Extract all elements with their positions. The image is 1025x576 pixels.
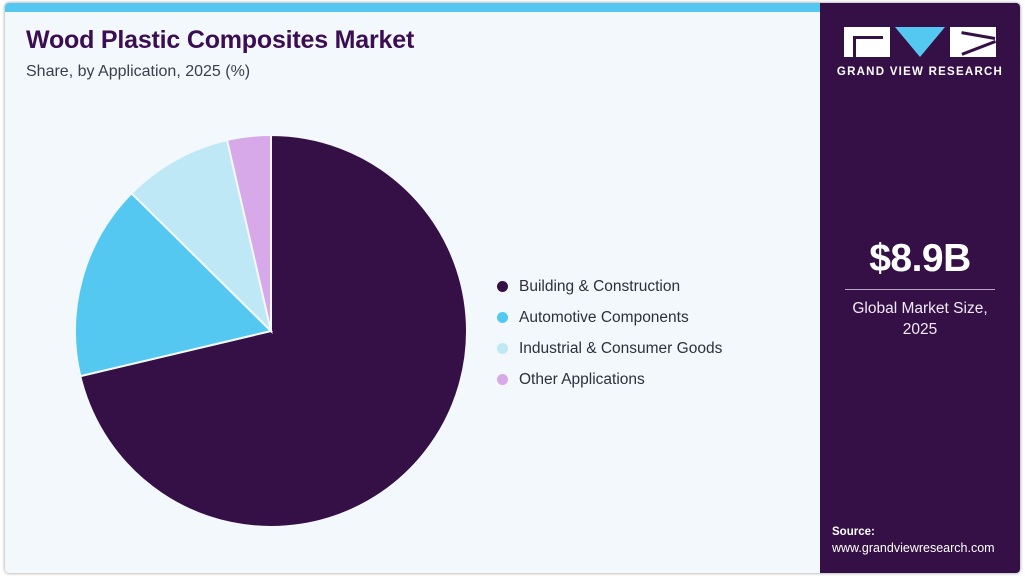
brand-logo: GRAND VIEW RESEARCH <box>820 27 1020 78</box>
pie-slice[interactable] <box>74 191 273 378</box>
legend-swatch-icon <box>497 374 508 385</box>
legend-swatch-icon <box>497 343 508 354</box>
stat-divider <box>845 289 995 290</box>
legend-swatch-icon <box>497 312 508 323</box>
chart-header: Wood Plastic Composites Market Share, by… <box>26 26 786 81</box>
logo-marks <box>820 27 1020 57</box>
pie-slice[interactable] <box>130 138 273 335</box>
pie-slice[interactable] <box>225 133 272 332</box>
pie-chart-svg <box>74 133 468 528</box>
source-block: Source: www.grandviewresearch.com <box>832 524 1020 557</box>
page-title: Wood Plastic Composites Market <box>26 26 415 54</box>
legend-item-other-applications[interactable]: Other Applications <box>497 364 722 395</box>
legend-item-automotive-components[interactable]: Automotive Components <box>497 302 722 333</box>
source-url[interactable]: www.grandviewresearch.com <box>832 541 995 556</box>
pie-chart <box>73 133 469 529</box>
logo-wordmark: GRAND VIEW RESEARCH <box>836 66 1004 78</box>
pie-slice-group <box>74 133 468 528</box>
legend-item-label: Other Applications <box>519 370 645 388</box>
gvr-logo-g-icon <box>844 27 890 57</box>
market-size-stat: $8.9B Global Market Size, 2025 <box>820 239 1020 341</box>
legend-item-building-construction[interactable]: Building & Construction <box>497 271 722 302</box>
legend-item-label: Building & Construction <box>519 277 681 295</box>
pie-slice[interactable] <box>79 133 468 528</box>
source-label: Source: <box>832 526 875 539</box>
chart-legend: Building & Construction Automotive Compo… <box>497 271 722 395</box>
page-subtitle: Share, by Application, 2025 (%) <box>26 62 251 80</box>
gvr-logo-r-icon <box>950 27 996 57</box>
legend-item-label: Automotive Components <box>519 308 689 326</box>
gvr-logo-triangle-icon <box>895 27 945 57</box>
stat-caption: Global Market Size, 2025 <box>852 300 988 338</box>
chart-card: Wood Plastic Composites Market Share, by… <box>5 3 1020 573</box>
legend-item-label: Industrial & Consumer Goods <box>519 339 723 357</box>
legend-swatch-icon <box>497 281 508 292</box>
top-accent-bar <box>5 3 820 12</box>
legend-item-industrial-consumer-goods[interactable]: Industrial & Consumer Goods <box>497 333 722 364</box>
side-panel: GRAND VIEW RESEARCH $8.9B Global Market … <box>820 3 1020 573</box>
stat-value: $8.9B <box>869 237 971 280</box>
